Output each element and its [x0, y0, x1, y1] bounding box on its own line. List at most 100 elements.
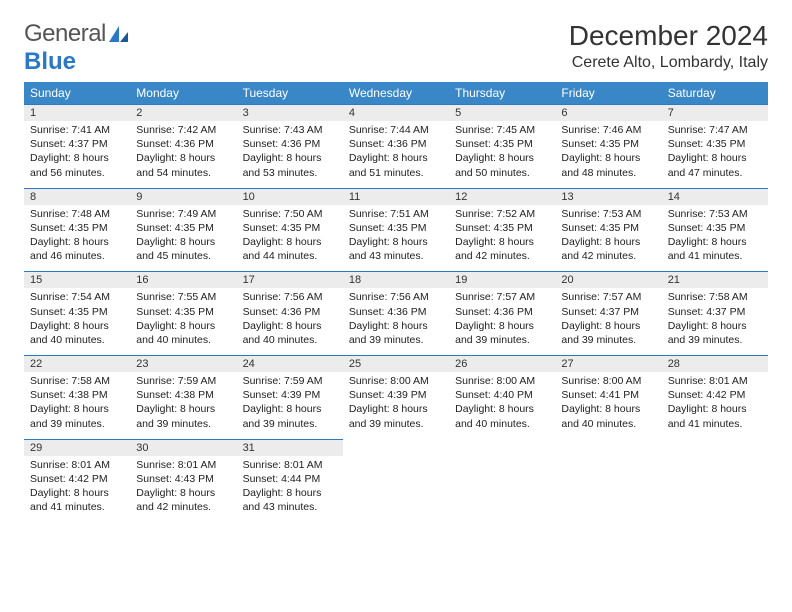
- day-d1: Daylight: 8 hours: [455, 151, 549, 165]
- calendar-cell: 16Sunrise: 7:55 AMSunset: 4:35 PMDayligh…: [130, 271, 236, 355]
- day-d2: and 56 minutes.: [30, 166, 124, 180]
- calendar-cell: 10Sunrise: 7:50 AMSunset: 4:35 PMDayligh…: [237, 188, 343, 272]
- day-sr: Sunrise: 7:57 AM: [561, 290, 655, 304]
- day-d1: Daylight: 8 hours: [243, 402, 337, 416]
- day-sr: Sunrise: 7:49 AM: [136, 207, 230, 221]
- day-ss: Sunset: 4:35 PM: [561, 137, 655, 151]
- day-sr: Sunrise: 7:53 AM: [561, 207, 655, 221]
- day-d1: Daylight: 8 hours: [455, 235, 549, 249]
- day-ss: Sunset: 4:36 PM: [243, 305, 337, 319]
- day-sr: Sunrise: 7:57 AM: [455, 290, 549, 304]
- day-d1: Daylight: 8 hours: [243, 319, 337, 333]
- day-header-row: Sunday Monday Tuesday Wednesday Thursday…: [24, 82, 768, 104]
- day-body: Sunrise: 7:57 AMSunset: 4:37 PMDaylight:…: [555, 288, 661, 355]
- calendar-cell: 23Sunrise: 7:59 AMSunset: 4:38 PMDayligh…: [130, 355, 236, 439]
- day-ss: Sunset: 4:35 PM: [455, 221, 549, 235]
- day-number: 22: [24, 355, 130, 372]
- day-ss: Sunset: 4:35 PM: [30, 305, 124, 319]
- day-d1: Daylight: 8 hours: [349, 402, 443, 416]
- day-body: Sunrise: 8:00 AMSunset: 4:40 PMDaylight:…: [449, 372, 555, 439]
- dayhdr-sat: Saturday: [662, 82, 768, 104]
- day-number: 24: [237, 355, 343, 372]
- day-number: 19: [449, 271, 555, 288]
- day-body: Sunrise: 7:52 AMSunset: 4:35 PMDaylight:…: [449, 205, 555, 272]
- calendar-cell: 4Sunrise: 7:44 AMSunset: 4:36 PMDaylight…: [343, 104, 449, 188]
- calendar-cell: ..: [662, 439, 768, 523]
- day-d2: and 39 minutes.: [349, 417, 443, 431]
- day-body: Sunrise: 7:55 AMSunset: 4:35 PMDaylight:…: [130, 288, 236, 355]
- calendar-cell: 31Sunrise: 8:01 AMSunset: 4:44 PMDayligh…: [237, 439, 343, 523]
- calendar-cell: 29Sunrise: 8:01 AMSunset: 4:42 PMDayligh…: [24, 439, 130, 523]
- day-d1: Daylight: 8 hours: [30, 486, 124, 500]
- day-number: 31: [237, 439, 343, 456]
- day-d1: Daylight: 8 hours: [30, 151, 124, 165]
- page-title: December 2024: [569, 20, 768, 52]
- day-body: Sunrise: 7:45 AMSunset: 4:35 PMDaylight:…: [449, 121, 555, 188]
- day-d2: and 46 minutes.: [30, 249, 124, 263]
- calendar-cell: 22Sunrise: 7:58 AMSunset: 4:38 PMDayligh…: [24, 355, 130, 439]
- day-d1: Daylight: 8 hours: [668, 319, 762, 333]
- day-sr: Sunrise: 8:01 AM: [136, 458, 230, 472]
- day-number: 30: [130, 439, 236, 456]
- day-sr: Sunrise: 7:41 AM: [30, 123, 124, 137]
- day-d1: Daylight: 8 hours: [136, 486, 230, 500]
- day-sr: Sunrise: 7:45 AM: [455, 123, 549, 137]
- day-ss: Sunset: 4:35 PM: [243, 221, 337, 235]
- day-body: Sunrise: 8:01 AMSunset: 4:42 PMDaylight:…: [24, 456, 130, 523]
- day-sr: Sunrise: 7:43 AM: [243, 123, 337, 137]
- day-sr: Sunrise: 8:01 AM: [243, 458, 337, 472]
- dayhdr-fri: Friday: [555, 82, 661, 104]
- day-number: 15: [24, 271, 130, 288]
- day-body: Sunrise: 7:49 AMSunset: 4:35 PMDaylight:…: [130, 205, 236, 272]
- day-body: Sunrise: 7:46 AMSunset: 4:35 PMDaylight:…: [555, 121, 661, 188]
- calendar-cell: 2Sunrise: 7:42 AMSunset: 4:36 PMDaylight…: [130, 104, 236, 188]
- day-d1: Daylight: 8 hours: [136, 402, 230, 416]
- day-d1: Daylight: 8 hours: [668, 402, 762, 416]
- day-number: 13: [555, 188, 661, 205]
- day-ss: Sunset: 4:40 PM: [455, 388, 549, 402]
- day-body: Sunrise: 7:59 AMSunset: 4:38 PMDaylight:…: [130, 372, 236, 439]
- day-d2: and 42 minutes.: [136, 500, 230, 514]
- day-d1: Daylight: 8 hours: [136, 151, 230, 165]
- day-body: Sunrise: 7:51 AMSunset: 4:35 PMDaylight:…: [343, 205, 449, 272]
- day-ss: Sunset: 4:36 PM: [243, 137, 337, 151]
- day-number: 25: [343, 355, 449, 372]
- day-d1: Daylight: 8 hours: [455, 319, 549, 333]
- calendar-cell: 13Sunrise: 7:53 AMSunset: 4:35 PMDayligh…: [555, 188, 661, 272]
- day-sr: Sunrise: 7:42 AM: [136, 123, 230, 137]
- day-number: 11: [343, 188, 449, 205]
- day-body: Sunrise: 8:01 AMSunset: 4:42 PMDaylight:…: [662, 372, 768, 439]
- day-d1: Daylight: 8 hours: [561, 402, 655, 416]
- day-number: 21: [662, 271, 768, 288]
- calendar-cell: 21Sunrise: 7:58 AMSunset: 4:37 PMDayligh…: [662, 271, 768, 355]
- logo: General: [24, 20, 130, 48]
- calendar-body: 1Sunrise: 7:41 AMSunset: 4:37 PMDaylight…: [24, 104, 768, 522]
- day-sr: Sunrise: 7:59 AM: [243, 374, 337, 388]
- day-d2: and 40 minutes.: [455, 417, 549, 431]
- calendar-cell: 6Sunrise: 7:46 AMSunset: 4:35 PMDaylight…: [555, 104, 661, 188]
- day-d1: Daylight: 8 hours: [136, 319, 230, 333]
- day-body: Sunrise: 7:54 AMSunset: 4:35 PMDaylight:…: [24, 288, 130, 355]
- day-body: Sunrise: 7:53 AMSunset: 4:35 PMDaylight:…: [555, 205, 661, 272]
- day-sr: Sunrise: 7:58 AM: [30, 374, 124, 388]
- day-ss: Sunset: 4:38 PM: [136, 388, 230, 402]
- calendar-cell: 11Sunrise: 7:51 AMSunset: 4:35 PMDayligh…: [343, 188, 449, 272]
- day-sr: Sunrise: 7:55 AM: [136, 290, 230, 304]
- day-body: Sunrise: 8:01 AMSunset: 4:43 PMDaylight:…: [130, 456, 236, 523]
- day-d2: and 39 minutes.: [455, 333, 549, 347]
- day-d2: and 45 minutes.: [136, 249, 230, 263]
- day-ss: Sunset: 4:35 PM: [668, 221, 762, 235]
- day-d1: Daylight: 8 hours: [455, 402, 549, 416]
- calendar-week: 15Sunrise: 7:54 AMSunset: 4:35 PMDayligh…: [24, 271, 768, 355]
- dayhdr-tue: Tuesday: [237, 82, 343, 104]
- day-d1: Daylight: 8 hours: [30, 319, 124, 333]
- day-ss: Sunset: 4:44 PM: [243, 472, 337, 486]
- day-ss: Sunset: 4:38 PM: [30, 388, 124, 402]
- day-number: 17: [237, 271, 343, 288]
- day-d1: Daylight: 8 hours: [243, 235, 337, 249]
- calendar-cell: 24Sunrise: 7:59 AMSunset: 4:39 PMDayligh…: [237, 355, 343, 439]
- day-ss: Sunset: 4:39 PM: [349, 388, 443, 402]
- calendar-cell: ..: [555, 439, 661, 523]
- day-d2: and 41 minutes.: [668, 249, 762, 263]
- day-sr: Sunrise: 7:46 AM: [561, 123, 655, 137]
